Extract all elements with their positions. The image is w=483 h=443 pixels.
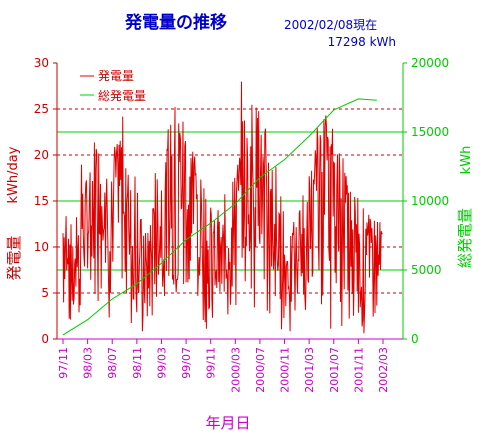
total-label: 17298 kWh [328,35,396,49]
x-tick-label: 2000/07 [254,347,267,393]
right-tick-label: 15000 [411,125,449,139]
x-tick-label: 2000/03 [229,347,242,393]
left-tick-label: 30 [34,56,49,70]
x-tick-label: 2000/11 [279,347,292,393]
left-tick-label: 0 [41,332,49,346]
x-axis-title: 年月日 [205,414,250,432]
x-tick-label: 99/07 [180,347,193,379]
legend-label-daily: 発電量 [98,69,134,83]
x-tick-label: 98/03 [82,347,95,379]
x-tick-label: 2002/03 [377,347,390,393]
x-tick-label: 98/07 [106,347,119,379]
right-tick-label: 20000 [411,56,449,70]
x-tick-label: 97/11 [57,347,70,379]
date-label: 2002/02/08現在 [284,18,377,32]
left-tick-label: 10 [34,240,49,254]
x-tick-label: 2001/03 [303,347,316,393]
data-layer [62,81,383,336]
right-tick-label: 0 [411,332,419,346]
left-tick-label: 20 [34,148,49,162]
axis-layer: 0 5 10 15 20 25 30 0 5000 10000 15000 20000 97/11 98/… [34,56,449,393]
daily-generation-line [62,81,383,334]
cumulative-generation-line [62,98,377,336]
left-tick-label: 15 [34,194,49,208]
x-tick-label: 98/11 [131,347,144,379]
x-tick-label: 99/03 [156,347,169,379]
left-tick-label: 25 [34,102,49,116]
chart-title: 発電量の推移 [124,12,227,33]
x-tick-label: 99/11 [205,347,218,379]
right-tick-label: 5000 [411,263,442,277]
right-axis-unit: kWh [459,146,474,175]
legend: 発電量 総発電量 [80,69,146,103]
left-tick-label: 5 [41,286,49,300]
left-axis-title: 発電量 [5,235,23,280]
legend-label-total: 総発電量 [98,89,146,103]
left-axis-unit: kWh/day [6,146,21,203]
right-axis-title: 総発電量 [456,208,474,268]
x-tick-label: 2001/11 [352,347,365,393]
x-tick-label: 2001/07 [328,347,341,393]
right-tick-label: 10000 [411,194,449,208]
